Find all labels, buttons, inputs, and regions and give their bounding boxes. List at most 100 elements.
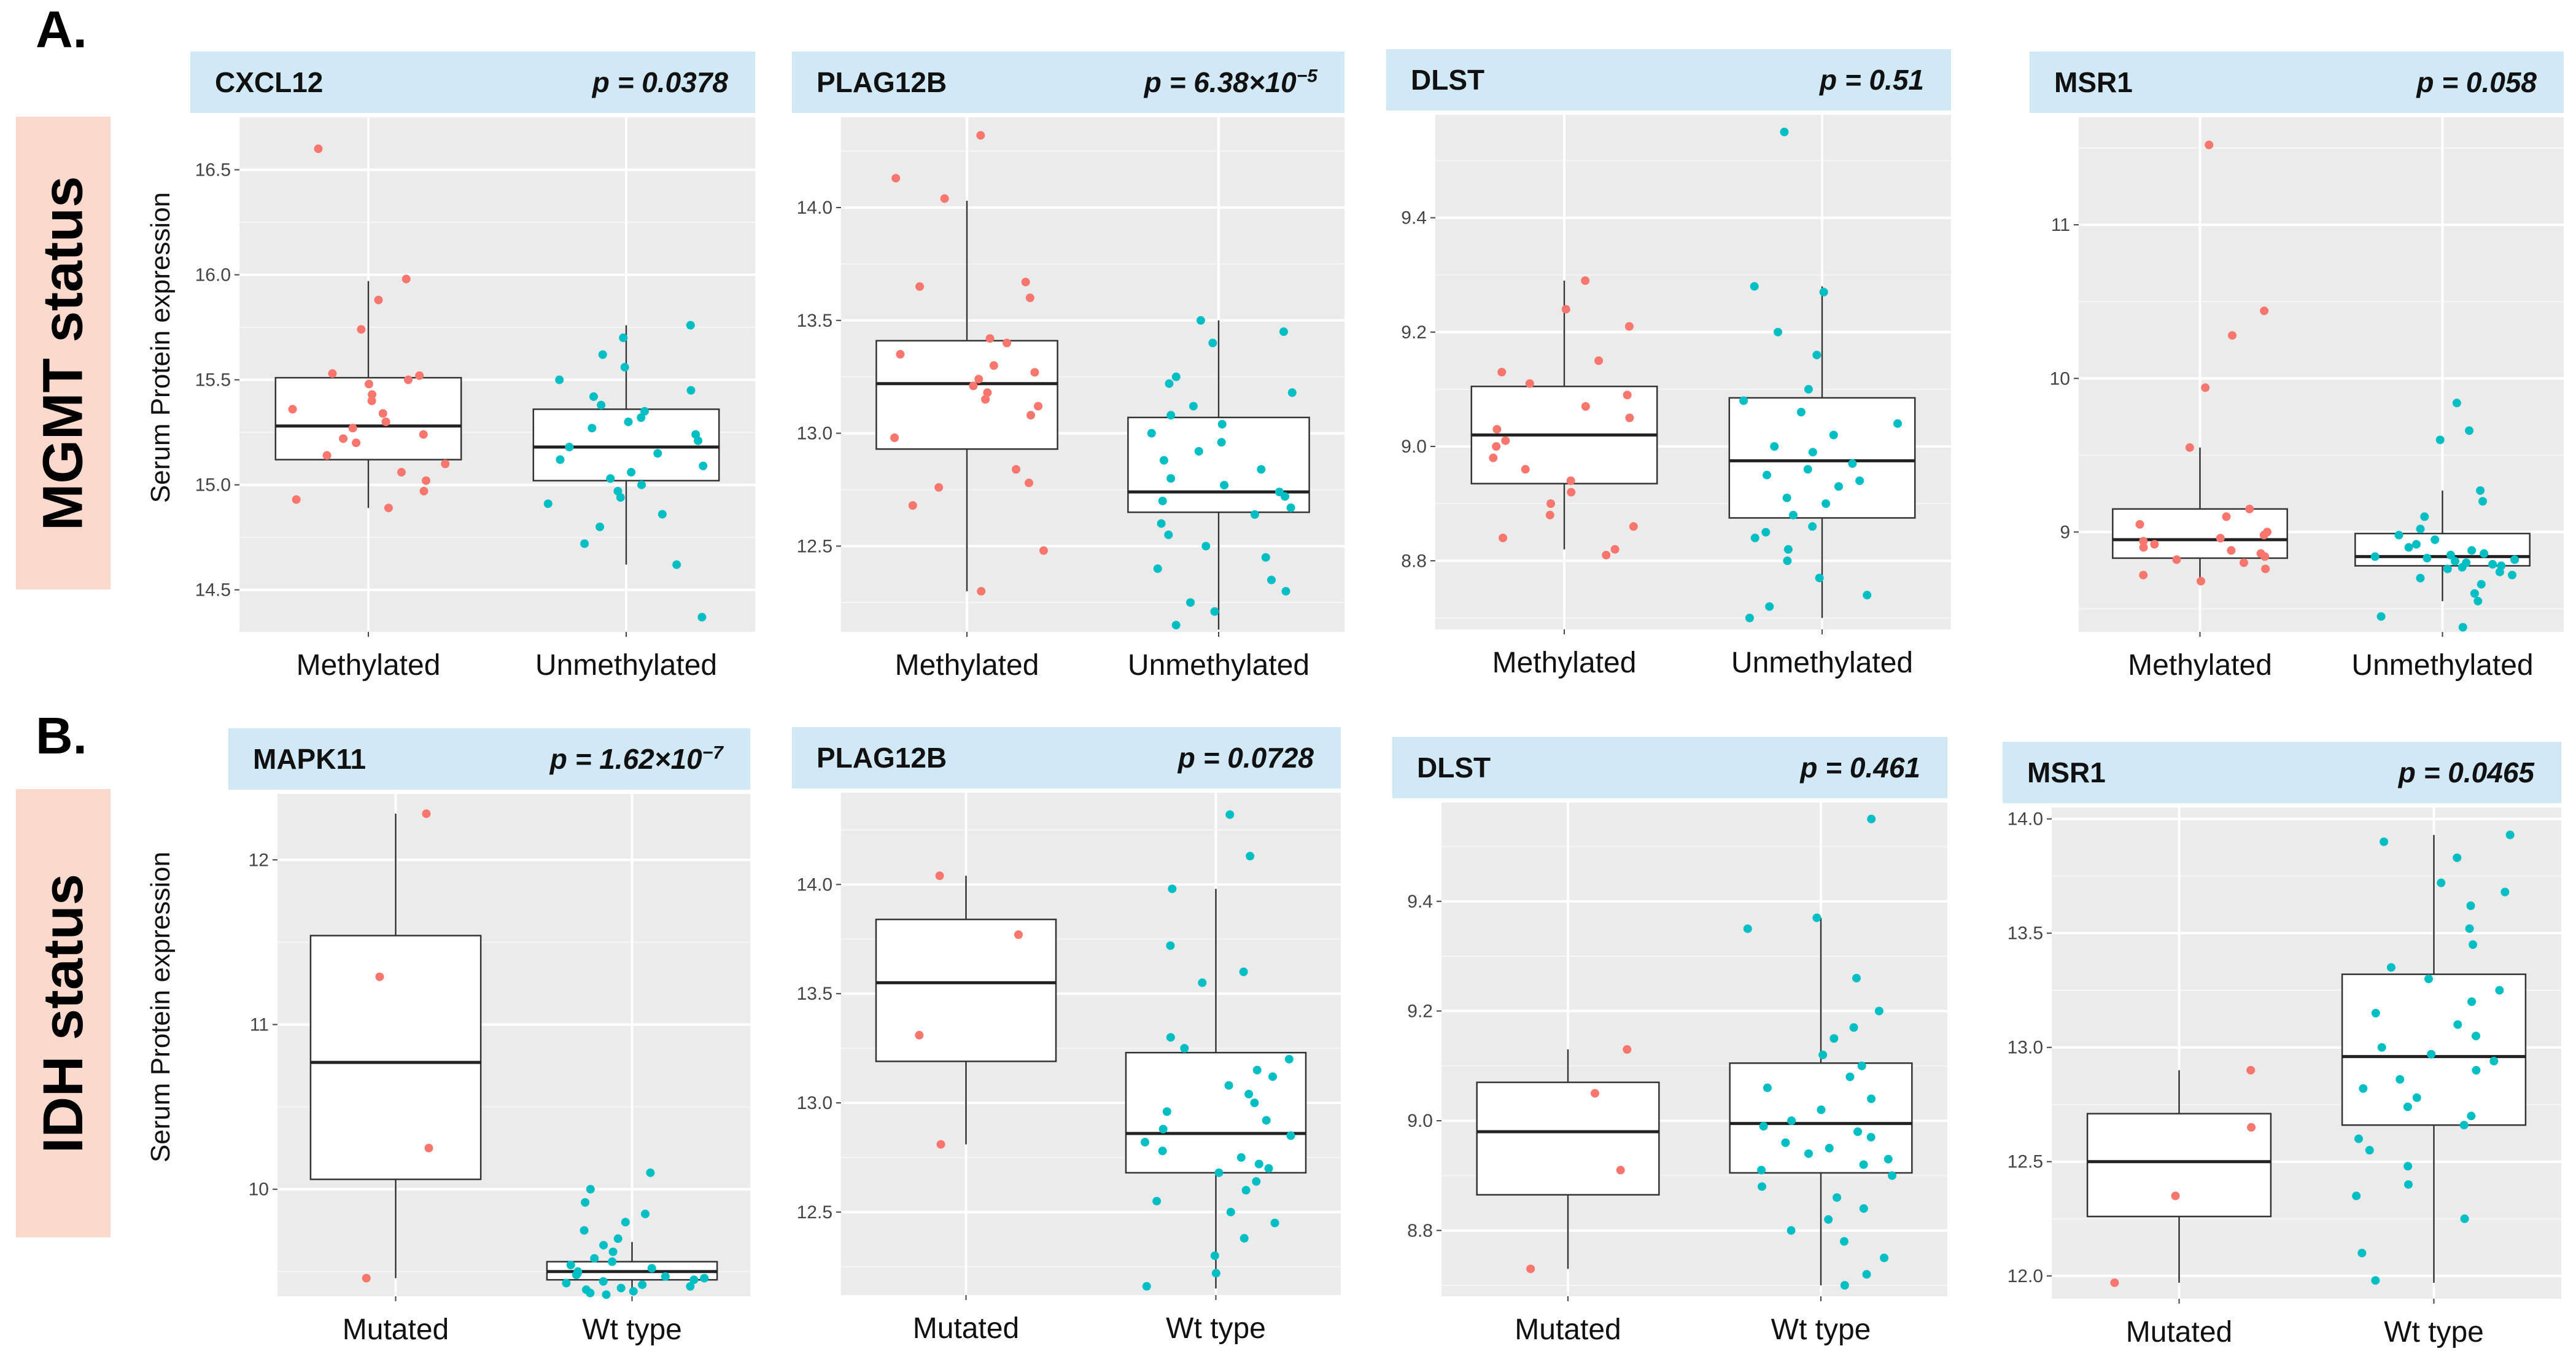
data-point	[2403, 1180, 2413, 1189]
data-point	[1254, 1159, 1263, 1169]
data-point	[596, 522, 605, 531]
data-point	[367, 396, 376, 405]
data-point	[2500, 887, 2510, 897]
y-tick-label: 12.5	[2008, 1152, 2043, 1172]
data-point	[555, 375, 564, 384]
row-label-idh: IDH status	[16, 789, 111, 1237]
data-point	[1021, 278, 1030, 287]
data-point	[606, 474, 615, 483]
data-point	[419, 430, 428, 439]
data-point	[2404, 543, 2413, 552]
data-point	[1590, 1089, 1599, 1098]
box-iqr	[274, 376, 462, 461]
data-point	[969, 381, 978, 391]
data-point	[1252, 1065, 1262, 1075]
data-point	[936, 1140, 945, 1149]
gene-label: DLST	[1411, 64, 1485, 96]
data-point	[2427, 1049, 2436, 1059]
data-point	[2505, 830, 2515, 839]
data-point	[288, 405, 297, 414]
plot-b3: 8.8 9.0 9.2 9.4 Mutated Wt type	[1407, 803, 1947, 1346]
data-point	[915, 282, 925, 291]
data-point	[1497, 368, 1507, 376]
data-point	[2135, 519, 2144, 529]
data-point	[1262, 1116, 1271, 1125]
panel-b2: PLAG12B p = 0.0728 12.5 13.0 13.5 14.0 Mutated…	[792, 727, 1341, 1345]
panel-a1: CXCL12 p = 0.0378 14.5 15.0 15.5 16.0 16.5 Meth…	[190, 52, 755, 682]
data-point	[2416, 574, 2425, 583]
data-point	[2403, 1102, 2412, 1111]
data-point	[1153, 564, 1162, 574]
data-point	[1492, 442, 1501, 451]
data-point	[586, 1288, 595, 1298]
data-point	[1840, 1281, 1849, 1290]
panel-b1: MAPK11 p = 1.62×10−7 10 11 12 Mutated Wt type	[228, 728, 750, 1346]
data-point	[1825, 1143, 1834, 1153]
p-value-text: p = 6.38×10	[1144, 66, 1297, 98]
p-value-text: p = 0.058	[2416, 66, 2537, 98]
data-point	[339, 434, 348, 443]
data-point	[1781, 1138, 1790, 1147]
data-point	[985, 334, 995, 343]
p-value-label: p = 0.0728	[1178, 741, 1314, 774]
data-point	[424, 1143, 433, 1153]
data-point	[2459, 1121, 2469, 1130]
data-point	[2472, 1032, 2481, 1041]
p-value-label: p = 0.0378	[592, 66, 728, 99]
data-point	[619, 333, 628, 343]
data-point	[1863, 591, 1872, 600]
data-point	[1594, 356, 1604, 365]
p-value-label: p = 0.058	[2416, 66, 2537, 99]
data-point	[1152, 1197, 1162, 1206]
x-category-label: Mutated	[2126, 1316, 2232, 1348]
data-point	[415, 371, 424, 380]
section-b-letter: B.	[36, 707, 87, 765]
box-iqr	[2354, 532, 2531, 567]
data-point	[1862, 1270, 1871, 1279]
data-point	[556, 455, 565, 464]
data-point	[2478, 497, 2488, 506]
p-value-exponent: −5	[1296, 66, 1317, 87]
data-point	[1526, 1264, 1535, 1274]
data-point	[2467, 997, 2477, 1006]
data-point	[2453, 1020, 2462, 1029]
data-point	[2352, 1191, 2361, 1200]
data-point	[1833, 1193, 1842, 1202]
data-point	[1757, 1165, 1766, 1175]
x-category-label: Wt type	[1771, 1313, 1871, 1346]
data-point	[1867, 814, 1876, 823]
y-tick-label: 14.0	[797, 198, 832, 218]
data-point	[1012, 465, 1021, 474]
plot-a3: 8.8 9.0 9.2 9.4 Methylated Unmethylated	[1401, 115, 1951, 679]
data-point	[641, 1209, 650, 1218]
x-category-label: Mutated	[343, 1313, 449, 1346]
panel-b4: MSR1 p = 0.0465 12.0 12.5 13.0 13.5 14.0 Mutate…	[2003, 742, 2561, 1348]
x-category-label: Unmethylated	[535, 649, 717, 682]
data-point	[1026, 411, 1036, 420]
data-point	[2489, 1057, 2499, 1066]
data-point	[1521, 465, 1530, 474]
y-tick-label: 13.5	[2008, 924, 2043, 944]
data-point	[1257, 465, 1266, 474]
data-point	[322, 451, 332, 460]
data-point	[672, 560, 681, 569]
y-tick-label: 12.5	[797, 536, 832, 556]
y-tick-label: 13.5	[797, 984, 832, 1004]
p-value-exponent: −7	[702, 742, 723, 763]
data-point	[1829, 430, 1838, 440]
data-point	[2470, 589, 2479, 598]
data-point	[362, 1274, 371, 1283]
data-point	[374, 295, 383, 305]
data-point	[1834, 482, 1843, 491]
data-point	[646, 1168, 655, 1177]
data-point	[581, 1198, 590, 1207]
gene-label: PLAG12B	[817, 742, 947, 774]
data-point	[1853, 1127, 1863, 1136]
y-axis-label-b: Serum Protein expression	[145, 851, 176, 1163]
data-point	[2477, 580, 2486, 589]
data-point	[1159, 456, 1168, 465]
data-point	[1208, 338, 1217, 348]
data-point	[2386, 963, 2396, 972]
box-iqr	[1476, 1081, 1660, 1196]
data-point	[1818, 1050, 1828, 1059]
